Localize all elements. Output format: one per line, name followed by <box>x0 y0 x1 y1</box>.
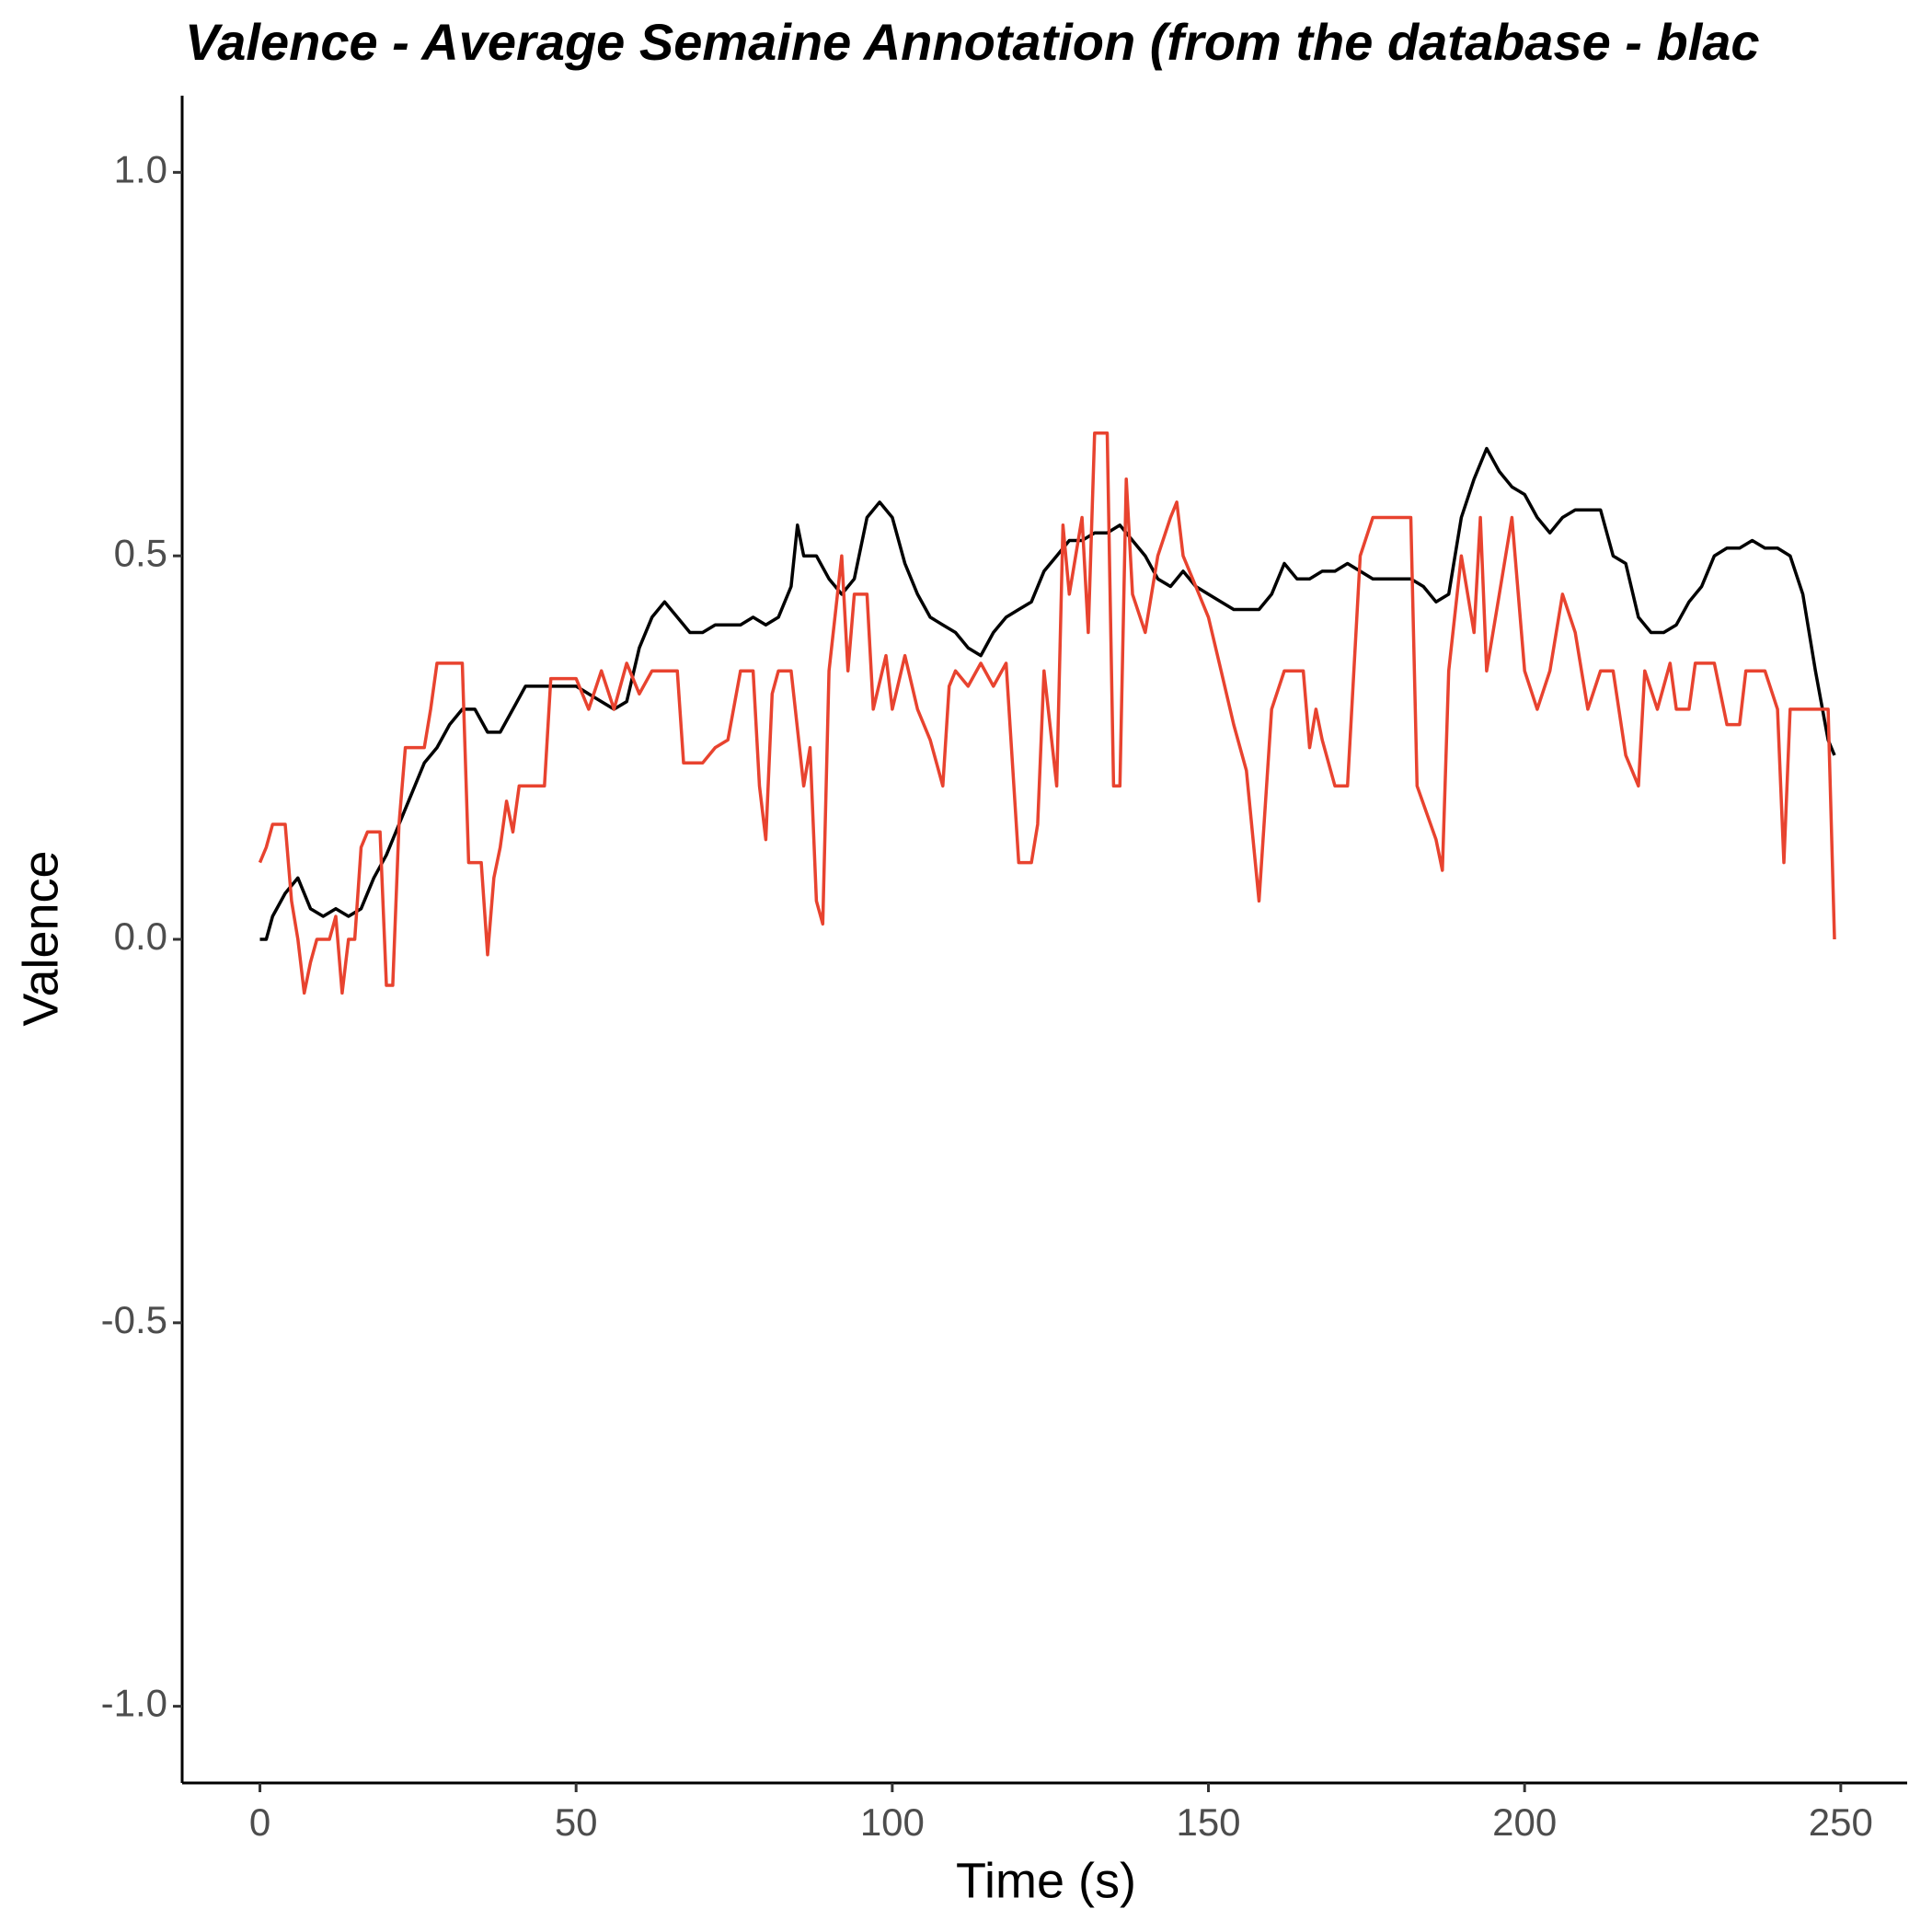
data-line <box>258 431 1836 995</box>
x-tick-label: 150 <box>1176 1800 1240 1844</box>
x-tick-label: 250 <box>1809 1800 1873 1844</box>
y-tick-label: 1.0 <box>114 147 167 190</box>
y-tick-label: 0.5 <box>114 531 167 574</box>
y-axis-title: Valence <box>13 850 68 1026</box>
y-tick-label: 0.0 <box>114 914 167 958</box>
x-tick-label: 100 <box>860 1800 925 1844</box>
x-tick-label: 0 <box>249 1800 270 1844</box>
y-tick-label: -1.0 <box>101 1682 167 1725</box>
x-tick-label: 200 <box>1492 1800 1557 1844</box>
x-axis-title: Time (s) <box>956 1853 1136 1908</box>
x-tick-label: 50 <box>555 1800 598 1844</box>
data-line <box>259 446 1836 941</box>
chart-title: Valence - Average Semaine Annotation (fr… <box>185 13 1760 71</box>
y-tick-label: -0.5 <box>101 1298 167 1341</box>
